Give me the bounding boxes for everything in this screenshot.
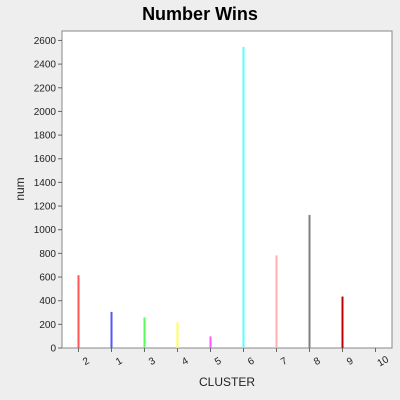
x-axis: 2 1 3 4 5 6 7 8 9 10 bbox=[78, 348, 392, 369]
y-tick-label: 2400 bbox=[34, 60, 57, 71]
y-tick-label: 200 bbox=[39, 320, 56, 331]
y-tick-label: 2200 bbox=[34, 83, 57, 94]
bar-cluster-7 bbox=[275, 255, 278, 348]
y-tick-label: 1200 bbox=[34, 202, 57, 213]
x-tick-label: 4 bbox=[180, 355, 191, 368]
y-tick-label: 0 bbox=[50, 344, 56, 355]
bar-cluster-3 bbox=[143, 317, 146, 348]
y-tick-label: 1800 bbox=[34, 131, 57, 142]
x-axis-label: CLUSTER bbox=[199, 375, 255, 389]
bar-cluster-8 bbox=[308, 214, 311, 348]
bar-cluster-6 bbox=[242, 46, 245, 348]
y-tick-label: 2000 bbox=[34, 107, 57, 118]
x-tick-label: 9 bbox=[345, 355, 356, 368]
bar-cluster-9 bbox=[341, 296, 344, 348]
bar-cluster-2 bbox=[77, 275, 80, 348]
y-axis: 0 200 400 600 800 1000 1200 1400 1600 1800 2000 220… bbox=[34, 36, 62, 355]
y-tick-label: 1600 bbox=[34, 154, 57, 165]
chart-title: Number Wins bbox=[142, 4, 258, 24]
y-tick-label: 600 bbox=[39, 273, 56, 284]
bars bbox=[77, 46, 344, 348]
plot-area bbox=[61, 30, 393, 349]
x-tick-label: 5 bbox=[213, 355, 224, 368]
y-tick-label: 800 bbox=[39, 249, 56, 260]
y-axis-label: num bbox=[13, 177, 27, 200]
x-tick-label: 10 bbox=[376, 354, 392, 369]
y-tick-label: 1400 bbox=[34, 178, 57, 189]
bar-cluster-4 bbox=[176, 322, 179, 348]
bar-cluster-1 bbox=[110, 311, 113, 348]
y-tick-label: 2600 bbox=[34, 36, 57, 47]
y-tick-label: 1000 bbox=[34, 225, 57, 236]
x-tick-label: 3 bbox=[147, 355, 158, 368]
bar-cluster-5 bbox=[209, 336, 212, 348]
x-tick-label: 1 bbox=[114, 355, 125, 368]
y-tick-label: 400 bbox=[39, 296, 56, 307]
x-tick-label: 2 bbox=[81, 355, 92, 368]
x-tick-label: 7 bbox=[279, 355, 290, 368]
x-tick-label: 8 bbox=[312, 355, 323, 368]
x-tick-label: 6 bbox=[246, 355, 257, 368]
